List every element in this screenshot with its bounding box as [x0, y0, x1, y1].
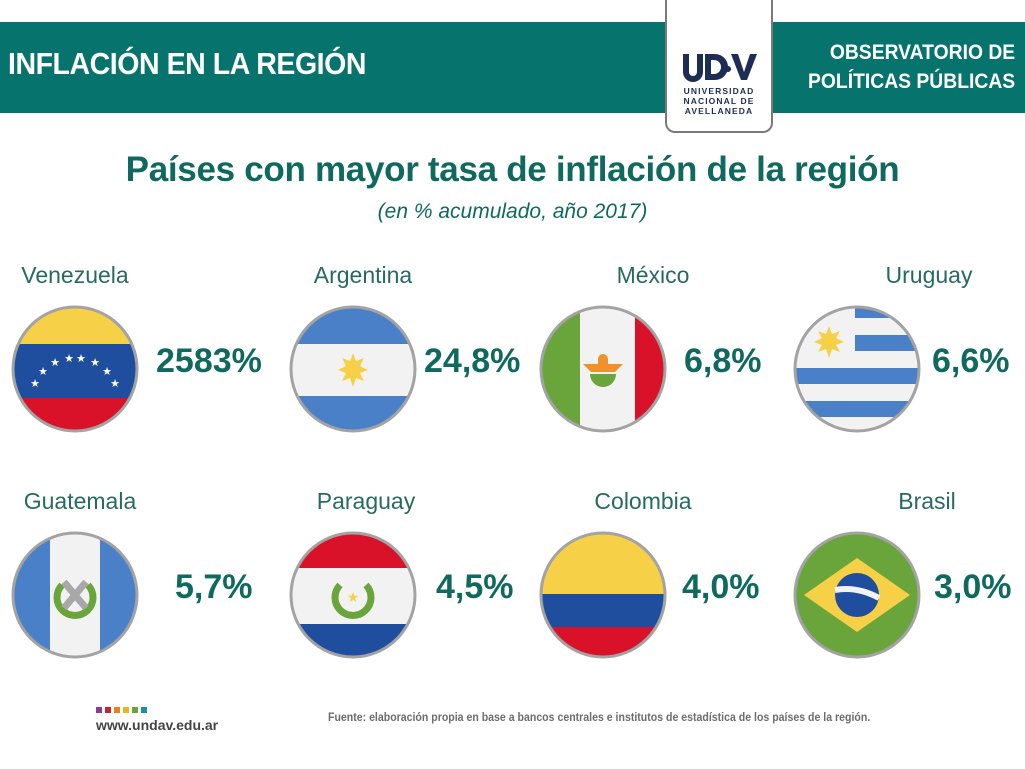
country-name: Paraguay: [316, 488, 416, 514]
observatory-banner: OBSERVATORIO DE POLÍTICAS PÚBLICAS: [773, 22, 1025, 113]
svg-text:★: ★: [38, 365, 48, 378]
inflation-value: 3,0%: [934, 568, 1012, 606]
country-name: Argentina: [313, 262, 413, 288]
page-title: Países con mayor tasa de inflación de la…: [125, 150, 900, 189]
country-mexico: México 6,8%: [538, 262, 798, 452]
svg-text:★: ★: [64, 352, 74, 365]
logo-line: AVELLANEDA: [684, 106, 754, 116]
paraguay-flag-icon: ★: [289, 531, 417, 659]
svg-text:★: ★: [76, 352, 86, 365]
inflation-value: 6,8%: [684, 342, 762, 380]
country-paraguay: Paraguay ★ 4,5%: [288, 488, 548, 678]
country-name: Uruguay: [885, 262, 973, 288]
country-name: Brasil: [898, 488, 956, 514]
guatemala-flag-icon: [11, 531, 139, 659]
country-name: Guatemala: [23, 488, 137, 514]
country-name: Colombia: [594, 488, 692, 514]
venezuela-flag-icon: ★★★ ★ ★ ★★★: [11, 305, 139, 433]
undav-logo: UNIVERSIDAD NACIONAL DE AVELLANEDA: [665, 0, 773, 133]
country-guatemala: Guatemala 5,7%: [10, 488, 270, 678]
color-square: [123, 707, 129, 713]
logo-line: UNIVERSIDAD: [683, 86, 755, 96]
website-link[interactable]: www.undav.edu.ar: [96, 717, 219, 733]
inflation-value: 6,6%: [932, 342, 1010, 380]
country-name: México: [616, 262, 690, 288]
color-square: [132, 707, 138, 713]
observatory-line-1: OBSERVATORIO DE: [829, 41, 1015, 64]
inflation-value: 4,0%: [682, 568, 760, 606]
svg-text:★: ★: [110, 377, 120, 390]
argentina-flag-icon: [289, 305, 417, 433]
brasil-flag-icon: [793, 531, 921, 659]
svg-text:★: ★: [50, 356, 60, 369]
country-name: Venezuela: [21, 262, 129, 288]
color-square: [96, 707, 102, 713]
svg-text:★: ★: [102, 365, 112, 378]
svg-text:★: ★: [90, 356, 100, 369]
brand-color-squares: [96, 707, 147, 713]
logo-line: NACIONAL DE: [683, 96, 755, 106]
undav-logo-mark-icon: [683, 54, 757, 82]
inflation-value: 4,5%: [436, 568, 514, 606]
svg-text:★: ★: [347, 590, 360, 606]
country-venezuela: Venezuela ★ ★ ★ ★ ★ ★ ★ ★ 2583%: [10, 262, 270, 452]
color-square: [105, 707, 111, 713]
header-title: INFLACIÓN EN LA REGIÓN: [8, 46, 366, 81]
inflation-value: 2583%: [156, 342, 262, 380]
page-subtitle: (en % acumulado, año 2017): [377, 200, 648, 223]
logo-text: UNIVERSIDAD NACIONAL DE AVELLANEDA: [667, 86, 771, 116]
inflation-value: 24,8%: [424, 342, 521, 380]
color-square: [141, 707, 147, 713]
header-banner: [0, 22, 666, 113]
observatory-title: OBSERVATORIO DE POLÍTICAS PÚBLICAS: [808, 38, 1015, 96]
country-argentina: Argentina 24,8%: [288, 262, 548, 452]
mexico-flag-icon: [539, 305, 667, 433]
country-colombia: Colombia 4,0%: [538, 488, 798, 678]
svg-text:★: ★: [30, 377, 40, 390]
country-uruguay: Uruguay 6,6%: [792, 262, 1025, 452]
source-note: Fuente: elaboración propia en base a ban…: [328, 710, 871, 724]
colombia-flag-icon: [539, 531, 667, 659]
country-brasil: Brasil 3,0%: [792, 488, 1025, 678]
observatory-line-2: POLÍTICAS PÚBLICAS: [807, 70, 1015, 93]
color-square: [114, 707, 120, 713]
inflation-value: 5,7%: [175, 568, 253, 606]
uruguay-flag-icon: [793, 305, 921, 433]
